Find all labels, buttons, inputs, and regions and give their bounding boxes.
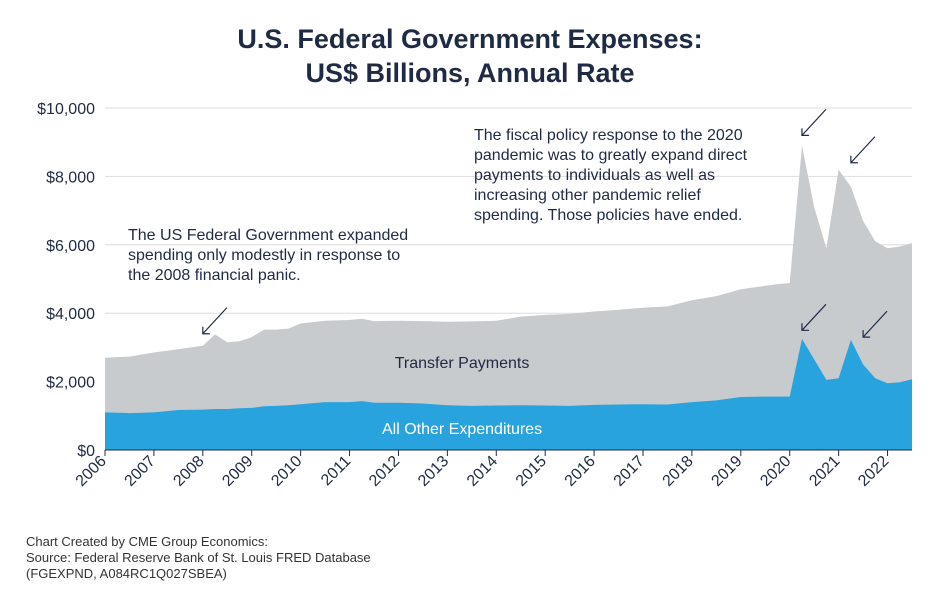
arrow-head bbox=[202, 326, 210, 335]
footer-source: Source: Federal Reserve Bank of St. Loui… bbox=[26, 550, 371, 565]
x-tick-label: 2021 bbox=[806, 453, 843, 490]
chart-title-line2: US$ Billions, Annual Rate bbox=[305, 58, 635, 88]
y-tick-label: $8,000 bbox=[46, 169, 95, 186]
arrow-shaft bbox=[862, 310, 888, 338]
annotation-arrow bbox=[850, 136, 876, 164]
footer-series-ids: (FGEXPND, A084RC1Q027SBEA) bbox=[26, 566, 227, 581]
arrow-shaft bbox=[801, 108, 827, 136]
x-tick-label: 2014 bbox=[464, 453, 501, 490]
arrow-shaft bbox=[801, 303, 827, 331]
x-tick-label: 2020 bbox=[757, 453, 794, 490]
annotation-2008-line: spending only modestly in response to bbox=[128, 247, 400, 264]
annotation-arrow bbox=[801, 108, 827, 136]
other-expenditures-label: All Other Expenditures bbox=[382, 421, 542, 438]
annotation-2020-line: pandemic was to greatly expand direct bbox=[474, 147, 748, 164]
annotation-2008-line: The US Federal Government expanded bbox=[128, 227, 408, 244]
transfer-payments-area bbox=[105, 145, 912, 450]
x-tick-label: 2007 bbox=[122, 453, 159, 490]
annotation-arrow bbox=[801, 303, 827, 331]
y-tick-label: $10,000 bbox=[37, 101, 95, 118]
x-tick-label: 2011 bbox=[318, 453, 354, 489]
arrow-shaft bbox=[850, 136, 876, 164]
x-tick-label: 2010 bbox=[268, 453, 305, 490]
arrow-head bbox=[801, 323, 809, 331]
y-tick-label: $2,000 bbox=[46, 375, 95, 392]
x-tick-label: 2016 bbox=[562, 453, 599, 490]
annotation-2020-line: increasing other pandemic relief bbox=[474, 187, 701, 204]
x-tick-label: 2013 bbox=[415, 453, 452, 490]
arrow-head bbox=[850, 155, 858, 164]
footer-credit: Chart Created by CME Group Economics: bbox=[26, 534, 269, 549]
transfer-payments-label: Transfer Payments bbox=[395, 355, 530, 372]
y-tick-label: $0 bbox=[77, 443, 95, 460]
x-tick-label: 2008 bbox=[170, 453, 207, 490]
annotation-arrow bbox=[202, 307, 228, 335]
annotation-2020-line: The fiscal policy response to the 2020 bbox=[474, 127, 743, 144]
arrow-head bbox=[801, 128, 809, 136]
annotation-arrow bbox=[862, 310, 888, 338]
other-expenditures-area bbox=[105, 338, 912, 450]
x-tick-label: 2019 bbox=[708, 453, 745, 490]
x-tick-label: 2012 bbox=[366, 453, 403, 490]
x-tick-label: 2018 bbox=[660, 453, 697, 490]
annotation-2008-line: the 2008 financial panic. bbox=[128, 267, 301, 284]
y-tick-label: $6,000 bbox=[46, 238, 95, 255]
arrow-head bbox=[862, 330, 871, 338]
x-tick-label: 2022 bbox=[855, 453, 892, 490]
annotation-2020-line: payments to individuals as well as bbox=[474, 167, 715, 184]
x-tick-label: 2015 bbox=[513, 453, 550, 490]
x-tick-label: 2009 bbox=[219, 453, 256, 490]
y-tick-label: $4,000 bbox=[46, 306, 95, 323]
annotation-2020-line: spending. Those policies have ended. bbox=[474, 207, 742, 224]
x-tick-label: 2017 bbox=[611, 453, 648, 490]
chart-title-line1: U.S. Federal Government Expenses: bbox=[237, 24, 703, 54]
arrow-shaft bbox=[202, 307, 228, 335]
